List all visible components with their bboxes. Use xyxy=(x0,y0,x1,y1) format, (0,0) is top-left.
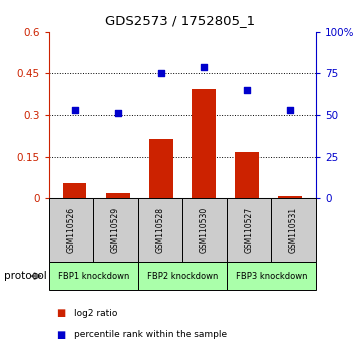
Text: FBP3 knockdown: FBP3 knockdown xyxy=(236,272,307,281)
Text: GSM110526: GSM110526 xyxy=(66,207,75,253)
Text: FBP1 knockdown: FBP1 knockdown xyxy=(57,272,129,281)
Text: GSM110530: GSM110530 xyxy=(200,207,209,253)
Text: GSM110531: GSM110531 xyxy=(289,207,298,253)
Text: GSM110527: GSM110527 xyxy=(245,207,253,253)
Text: protocol: protocol xyxy=(4,271,46,281)
Point xyxy=(72,107,78,113)
Text: GSM110529: GSM110529 xyxy=(111,207,120,253)
Bar xyxy=(63,183,86,198)
Text: GSM110528: GSM110528 xyxy=(156,207,165,253)
Bar xyxy=(106,193,130,198)
Point xyxy=(287,107,293,113)
Text: ■: ■ xyxy=(56,330,65,339)
Bar xyxy=(149,139,173,198)
Text: ■: ■ xyxy=(56,308,65,318)
Text: FBP2 knockdown: FBP2 knockdown xyxy=(147,272,218,281)
Point xyxy=(201,64,207,70)
Text: percentile rank within the sample: percentile rank within the sample xyxy=(74,330,227,339)
Point xyxy=(158,71,164,76)
Text: log2 ratio: log2 ratio xyxy=(74,309,117,318)
Point xyxy=(115,110,121,116)
Text: GDS2573 / 1752805_1: GDS2573 / 1752805_1 xyxy=(105,14,256,27)
Bar xyxy=(235,153,259,198)
Bar xyxy=(278,196,302,198)
Point xyxy=(244,87,250,93)
Bar xyxy=(192,89,216,198)
